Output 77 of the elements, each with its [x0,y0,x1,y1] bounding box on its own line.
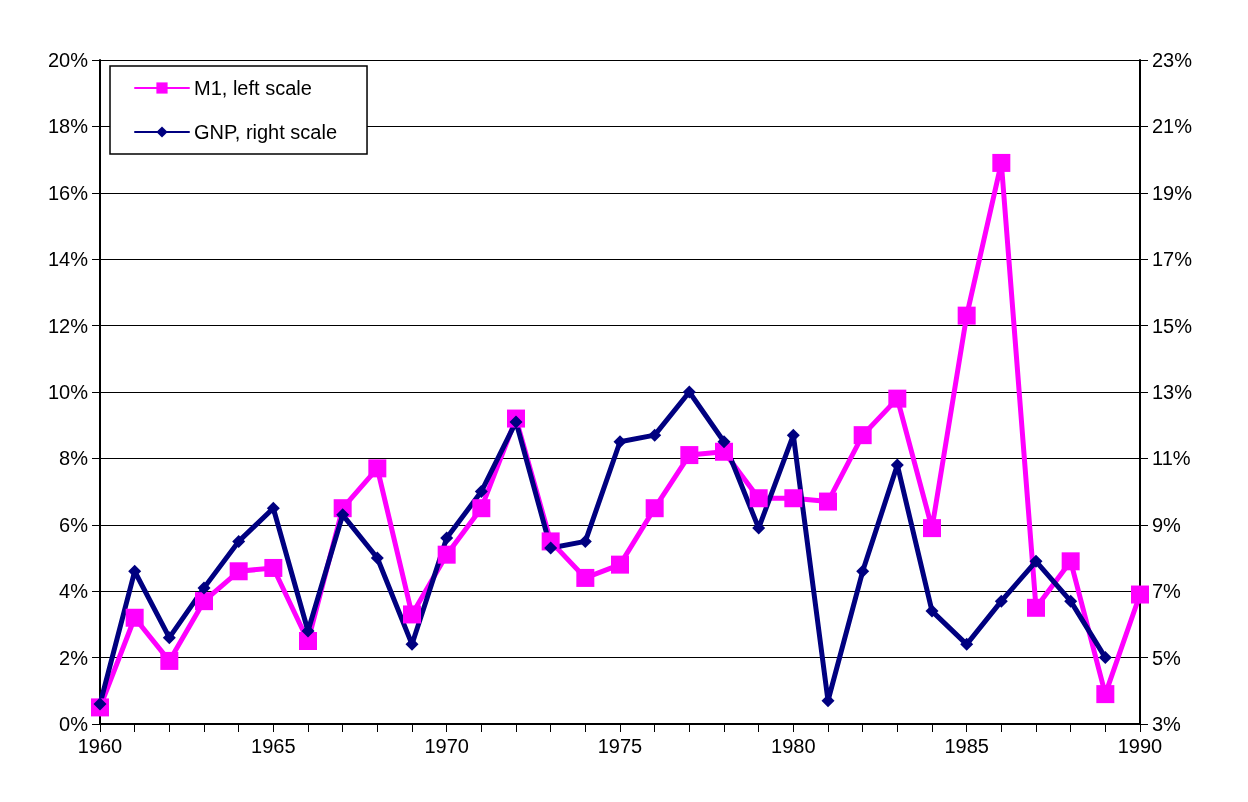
y2-tick-label: 23% [1152,49,1193,71]
y-tick-label: 0% [59,713,89,735]
x-tick-label: 1965 [251,735,296,757]
point [229,562,248,581]
point [749,489,768,508]
point [162,631,176,645]
y-tick-label: 6% [59,513,89,536]
y2-tick-label: 21% [1152,115,1193,138]
y-tick-label: 2% [59,646,89,669]
point [960,637,974,651]
point [1061,552,1080,571]
x-tick-label: 1990 [1117,735,1163,757]
point [264,558,283,577]
y-tick-label: 8% [59,447,89,470]
point [368,459,387,478]
point [784,489,803,508]
y2-tick-label: 3% [1152,713,1182,735]
y2-tick-label: 5% [1152,646,1182,669]
y-tick-label: 4% [59,580,89,603]
y2-tick-label: 11% [1152,447,1191,470]
point [992,153,1011,172]
y2-tick-label: 15% [1152,314,1193,337]
point [611,555,629,574]
point [715,442,733,461]
point [682,385,696,399]
point [819,492,837,511]
legend-label: GNP, right scale [194,121,338,143]
y-tick-label: 14% [47,248,89,271]
point [613,435,627,449]
y-tick-label: 16% [47,181,89,204]
point [648,428,662,442]
point [994,594,1008,608]
point [299,632,317,650]
point [125,608,144,627]
point [437,545,456,564]
point [1098,651,1112,665]
point [645,499,664,518]
point [856,564,870,578]
y2-tick-label: 17% [1152,248,1193,271]
point [474,485,488,499]
point [1096,685,1115,704]
point [578,534,592,548]
point [888,389,907,408]
y-tick-label: 12% [47,314,89,337]
legend-label: M1, left scale [194,77,312,99]
point [717,435,731,449]
y2-tick-label: 13% [1152,381,1193,403]
y-tick-label: 10% [47,381,89,403]
y-tick-label: 20% [47,49,89,71]
y2-tick-label: 7% [1152,580,1182,603]
point [853,426,872,445]
y2-tick-label: 19% [1152,181,1193,204]
x-tick-label: 1985 [944,735,989,757]
point [160,651,179,670]
point [1064,594,1078,608]
x-tick-label: 1980 [771,735,816,757]
point [266,501,280,515]
point [472,499,491,518]
y2-tick-label: 9% [1152,513,1182,536]
x-tick-label: 1975 [597,735,643,757]
y-tick-label: 18% [47,115,89,138]
point [370,551,384,565]
point [232,534,246,548]
point [925,604,939,618]
point [403,605,421,624]
point [680,446,699,465]
point [1027,598,1045,617]
x-tick-label: 1970 [424,735,469,757]
point [923,519,941,538]
point [1029,554,1043,568]
x-tick-label: 1960 [77,735,123,757]
point [195,592,213,611]
point [957,306,976,325]
point [440,531,454,545]
point [1131,585,1149,604]
point [197,581,211,595]
point [576,568,595,587]
